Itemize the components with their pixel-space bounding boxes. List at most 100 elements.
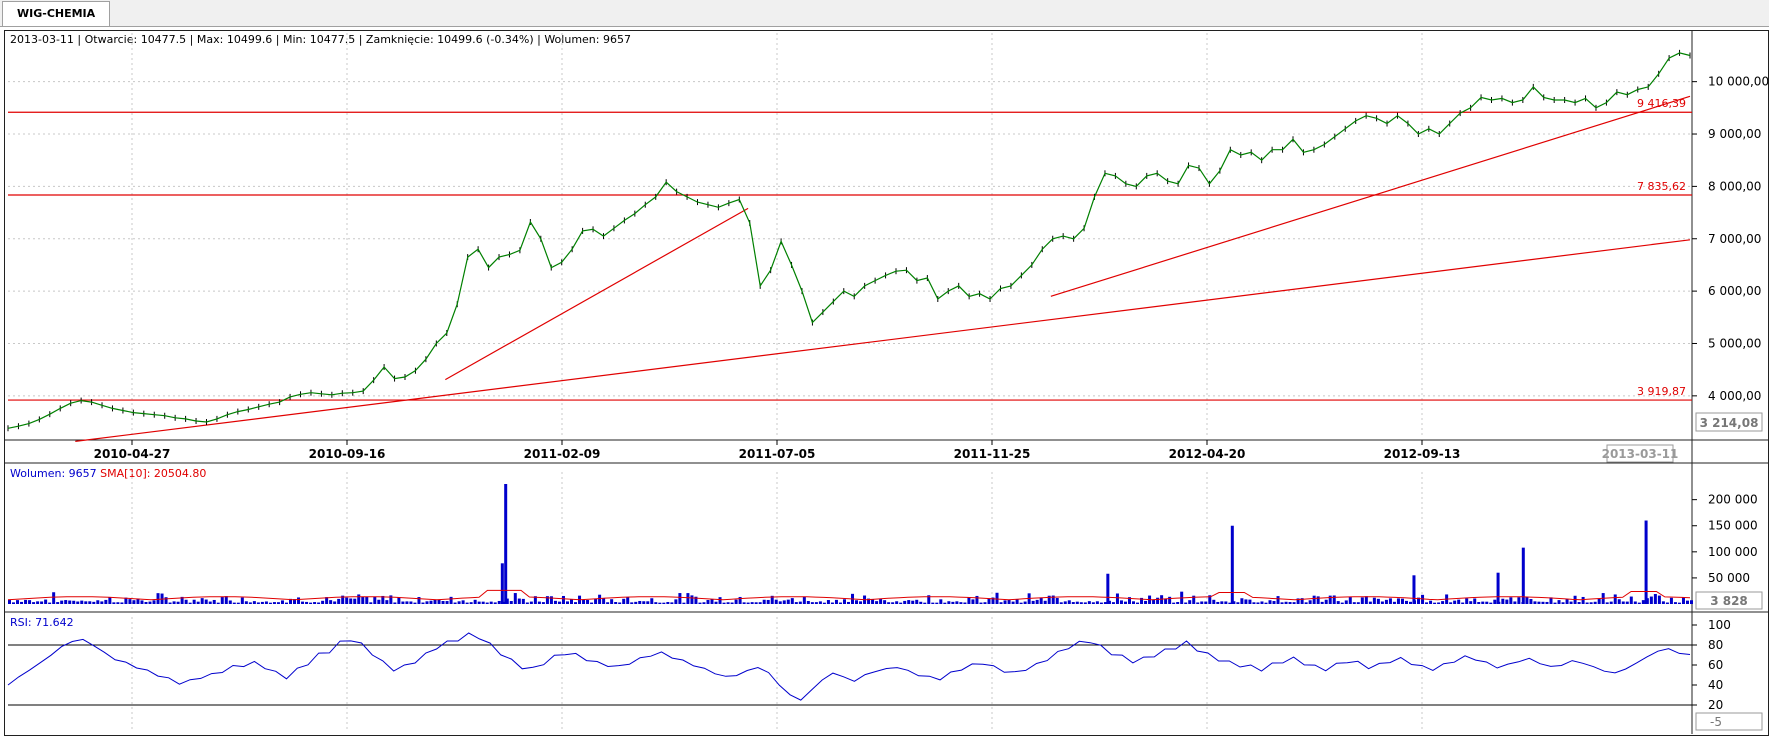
volume-legend-value: Wolumen: 9657 — [10, 467, 97, 480]
y-tick-label: 8 000,00 — [1708, 179, 1761, 193]
volume-bar — [855, 600, 859, 604]
volume-bar — [48, 602, 52, 604]
volume-bar — [1208, 595, 1212, 604]
volume-bar — [722, 602, 726, 604]
volume-bar — [1200, 601, 1204, 604]
volume-bar — [1496, 572, 1500, 604]
volume-bar — [345, 597, 349, 604]
rsi-min-box — [1695, 712, 1763, 731]
volume-bar — [1433, 602, 1437, 604]
volume-y-tick-label: 100 000 — [1708, 545, 1758, 559]
volume-bar — [1400, 598, 1404, 604]
volume-bar — [1537, 601, 1541, 604]
volume-bar — [537, 601, 541, 604]
volume-bar — [549, 596, 553, 604]
volume-bar — [1625, 601, 1629, 604]
volume-bar — [1681, 597, 1685, 604]
tab-wig-chemia[interactable]: WIG-CHEMIA — [2, 1, 111, 26]
volume-bar — [1172, 602, 1176, 604]
volume-bar — [778, 601, 782, 604]
volume-bar — [642, 601, 646, 604]
volume-bar — [690, 595, 694, 604]
volume-bar — [1212, 599, 1216, 604]
volume-bar — [1284, 601, 1288, 604]
volume-bar — [208, 601, 212, 604]
volume-bar — [1541, 601, 1545, 604]
volume-bar — [228, 600, 232, 604]
rsi-y-tick-label: 80 — [1708, 638, 1723, 652]
volume-bar — [321, 600, 325, 604]
volume-bar — [276, 602, 280, 604]
volume-bar — [457, 601, 461, 604]
volume-bar — [152, 600, 156, 604]
volume-bar — [417, 597, 421, 604]
volume-bar — [188, 602, 192, 604]
volume-bar — [1324, 599, 1328, 604]
volume-bar — [1549, 597, 1553, 604]
volume-bar — [68, 600, 72, 604]
volume-bar — [1176, 601, 1180, 604]
y-tick-label: 9 000,00 — [1708, 127, 1761, 141]
volume-bar — [116, 602, 120, 604]
x-tick-label: 2010-09-16 — [309, 447, 386, 461]
volume-bar — [341, 595, 345, 604]
volume-bar — [504, 484, 508, 604]
volume-bar — [529, 601, 533, 604]
volume-bar — [469, 602, 473, 604]
volume-bar — [1589, 602, 1593, 604]
volume-bar — [818, 601, 822, 604]
volume-bar — [1469, 601, 1473, 604]
volume-bar — [497, 600, 501, 604]
volume-bar — [561, 595, 565, 604]
volume-bar — [1106, 573, 1110, 604]
volume-bar — [248, 602, 252, 604]
volume-bar — [545, 596, 549, 604]
volume-bar — [272, 602, 276, 604]
volume-bar — [1493, 599, 1497, 604]
volume-bar — [1477, 602, 1481, 604]
volume-bar — [1127, 597, 1131, 604]
volume-bar — [1485, 601, 1489, 604]
volume-bar — [224, 596, 228, 604]
volume-bar — [1669, 597, 1673, 604]
volume-bar — [1521, 547, 1525, 604]
volume-bar — [500, 563, 504, 604]
volume-bar — [1304, 602, 1308, 604]
volume-bar — [758, 602, 762, 604]
volume-bar — [20, 601, 24, 604]
volume-bar — [180, 596, 184, 604]
volume-bar — [1111, 602, 1115, 604]
rsi-y-tick-label: 100 — [1708, 618, 1731, 632]
volume-bar — [630, 602, 634, 604]
volume-bar — [1408, 601, 1412, 604]
volume-bar — [1437, 602, 1441, 604]
volume-bar — [830, 602, 834, 604]
volume-bar — [144, 601, 148, 604]
volume-bar — [441, 600, 445, 604]
volume-bar — [1617, 599, 1621, 604]
volume-bar — [196, 601, 200, 604]
volume-bar — [1597, 598, 1601, 604]
volume-bar — [1425, 602, 1429, 604]
volume-bar — [859, 601, 863, 604]
volume-bar — [1288, 602, 1292, 604]
volume-bar — [1055, 598, 1059, 604]
volume-bar — [638, 600, 642, 604]
volume-bar — [1661, 601, 1665, 604]
volume-bar — [871, 599, 875, 604]
volume-min-box — [1695, 591, 1763, 610]
volume-bar — [702, 602, 706, 604]
volume-bar — [192, 599, 196, 604]
volume-bar — [120, 602, 124, 604]
volume-bar — [493, 602, 497, 604]
volume-bar — [413, 602, 417, 604]
volume-bar — [1585, 602, 1589, 604]
volume-bar — [1665, 602, 1669, 604]
volume-bar — [140, 600, 144, 604]
volume-bar — [1513, 601, 1517, 604]
volume-bar — [806, 601, 810, 604]
volume-bar — [1312, 595, 1316, 604]
volume-bar — [1083, 602, 1087, 604]
volume-bar — [1633, 601, 1637, 604]
